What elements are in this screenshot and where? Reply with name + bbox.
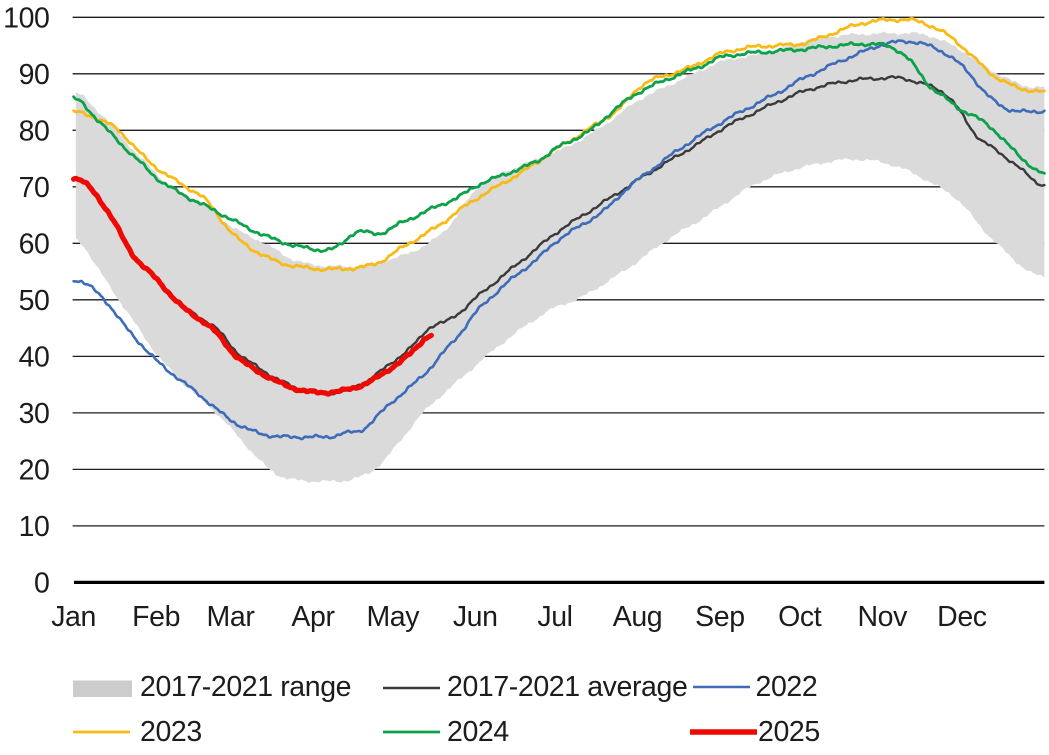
svg-text:Dec: Dec [937,601,987,633]
svg-text:Jul: Jul [537,601,572,633]
svg-text:2017-2021 average: 2017-2021 average [447,671,687,703]
svg-text:100: 100 [3,3,49,35]
svg-text:Apr: Apr [291,601,335,633]
svg-text:10: 10 [19,511,50,543]
svg-text:30: 30 [19,398,50,430]
svg-text:20: 20 [19,455,50,487]
svg-text:Aug: Aug [613,601,663,633]
svg-text:2023: 2023 [140,716,202,748]
svg-text:Jun: Jun [453,601,498,633]
svg-text:Nov: Nov [857,601,908,633]
svg-text:60: 60 [19,229,50,261]
svg-text:2022: 2022 [756,671,818,703]
svg-text:2024: 2024 [447,716,509,748]
svg-text:90: 90 [19,59,50,91]
svg-text:50: 50 [19,285,50,317]
svg-text:Mar: Mar [207,601,256,633]
svg-text:Oct: Oct [778,601,822,633]
svg-text:2025: 2025 [758,716,820,748]
svg-text:2017-2021 range: 2017-2021 range [140,671,351,703]
svg-text:0: 0 [34,568,49,600]
svg-text:40: 40 [19,342,50,374]
svg-text:Feb: Feb [132,601,180,633]
svg-text:May: May [366,601,420,633]
svg-text:70: 70 [19,172,50,204]
svg-text:80: 80 [19,116,50,148]
svg-text:Sep: Sep [695,601,745,633]
svg-text:Jan: Jan [51,601,96,633]
